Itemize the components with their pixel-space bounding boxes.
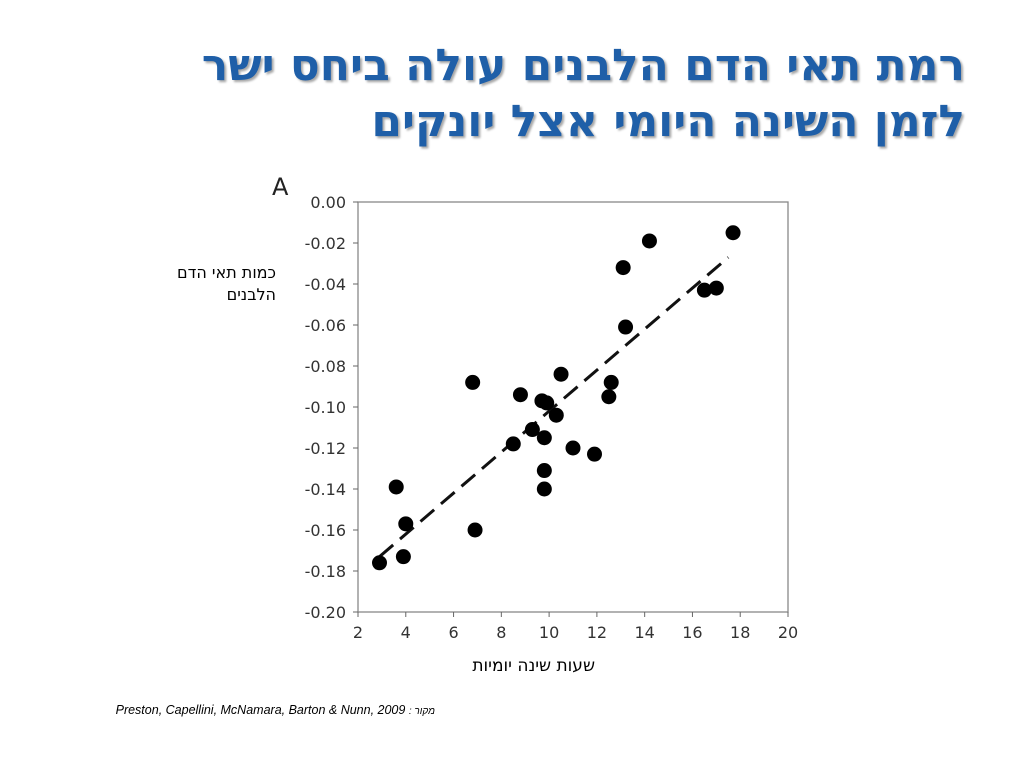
x-tick-label: 18 [730,623,750,642]
y-tick-label: -0.14 [305,480,346,499]
data-point [708,280,724,296]
x-tick-label: 10 [539,623,559,642]
data-point [536,430,552,446]
y-tick-label: -0.20 [305,603,346,622]
y-tick-label: -0.08 [305,357,346,376]
data-point [553,366,569,382]
data-point [372,555,387,571]
data-point [618,319,634,335]
data-point [548,407,564,423]
source-label: מקור : [408,706,435,717]
plot-frame [357,201,789,613]
trend-line [378,256,730,558]
data-point [725,225,741,241]
y-tick-label: -0.10 [305,398,346,417]
data-point [641,233,657,249]
source-citation: מקור : Preston, Capellini, McNamara, Bar… [30,703,435,717]
data-point [524,422,540,438]
y-tick-label: -0.04 [305,275,346,294]
y-tick-label: -0.12 [305,439,346,458]
x-tick-label: 2 [353,623,363,642]
data-point [587,446,602,462]
y-axis-label: כמות תאי הדם הלבנים [177,263,276,304]
data-point [539,395,555,411]
data-point [512,387,528,403]
slide-title-line-1: רמת תאי הדם הלבנים עולה ביחס ישר [201,40,965,91]
data-point [536,481,552,497]
x-tick-label: 20 [778,623,798,642]
data-point [505,436,521,452]
data-point [615,260,631,276]
x-tick-label: 6 [448,623,458,642]
y-tick-label: -0.16 [305,521,346,540]
y-tick-label: -0.18 [305,562,346,581]
data-point [467,522,483,538]
data-point [465,374,481,390]
data-point [536,463,552,479]
y-tick-label: 0.00 [310,193,346,212]
y-tick-label: -0.02 [305,234,346,253]
x-axis-label: שעות שינה יומיות [472,656,595,676]
x-tick-label: 14 [634,623,654,642]
x-tick-label: 12 [587,623,607,642]
data-point [601,389,617,405]
x-tick-label: 4 [401,623,411,642]
data-point [395,549,411,565]
x-tick-label: 8 [496,623,506,642]
data-point [565,440,581,456]
data-point [398,516,414,532]
x-tick-label: 16 [682,623,702,642]
panel-label: A [272,173,289,201]
source-text: Preston, Capellini, McNamara, Barton & N… [115,703,406,717]
data-point [603,374,619,390]
data-point [696,282,712,298]
data-point [388,479,404,495]
y-tick-label: -0.06 [305,316,346,335]
slide-title-line-2: לזמן השינה היומי אצל יונקים [371,96,965,147]
slide-title: רמת תאי הדם הלבנים עולה ביחס ישר לזמן הש… [40,38,965,150]
